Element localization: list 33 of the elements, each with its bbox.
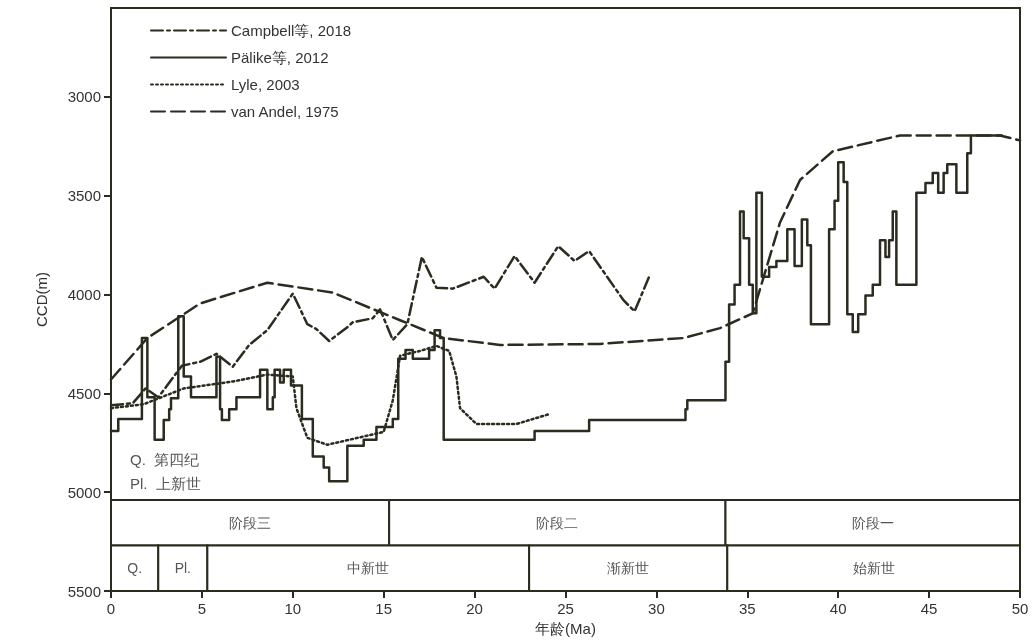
band-label: 阶段三 [229,514,272,531]
band-label: 始新世 [852,560,895,577]
band-label: Pl. [174,560,191,577]
legend-label: Campbell等, 2018 [231,22,352,39]
x-tick-label: 30 [648,600,665,617]
x-tick-label: 50 [1011,600,1029,617]
x-tick-label: 10 [284,600,302,617]
x-tick-label: 25 [557,600,574,617]
x-tick-label: 40 [829,600,847,617]
y-axis-title: CCD(m) [33,272,50,327]
x-tick-label: 20 [466,600,483,617]
x-tick-label: 5 [197,600,207,617]
annotation: Pl. 上新世 [130,475,201,492]
x-tick-label: 0 [106,600,116,617]
x-axis-title: 年龄(Ma) [535,620,596,637]
y-tick-label: 3000 [67,88,101,106]
x-tick-label: 15 [375,600,393,617]
y-tick-label: 5000 [67,483,101,501]
band-label: 阶段二 [536,514,579,531]
band-label: Q. [127,560,143,577]
y-tick-label: 4000 [67,286,101,304]
legend-label: van Andel, 1975 [231,103,339,120]
band-label: 渐新世 [607,560,650,577]
legend-label: Lyle, 2003 [231,76,300,93]
y-tick-label: 5500 [67,582,101,600]
x-tick-label: 45 [920,600,938,617]
band-label: 阶段一 [851,514,894,531]
band-label: 中新世 [347,560,390,577]
y-tick-label: 3500 [67,187,101,205]
annotation: Q. 第四纪 [130,451,200,468]
y-tick-label: 4500 [67,384,101,402]
legend-label: Pälike等, 2012 [231,49,329,66]
x-tick-label: 35 [738,600,756,617]
